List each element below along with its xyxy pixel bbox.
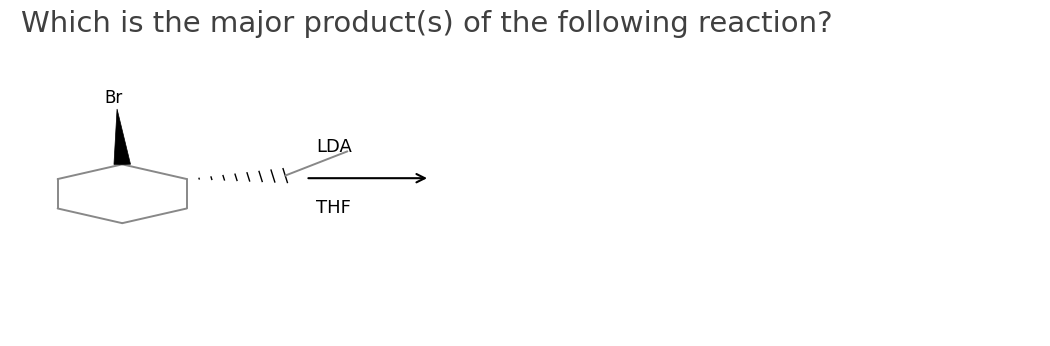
Text: Which is the major product(s) of the following reaction?: Which is the major product(s) of the fol…	[21, 10, 833, 38]
Text: Br: Br	[105, 89, 123, 107]
Text: LDA: LDA	[316, 138, 352, 156]
Polygon shape	[114, 109, 130, 164]
Text: THF: THF	[316, 199, 351, 217]
